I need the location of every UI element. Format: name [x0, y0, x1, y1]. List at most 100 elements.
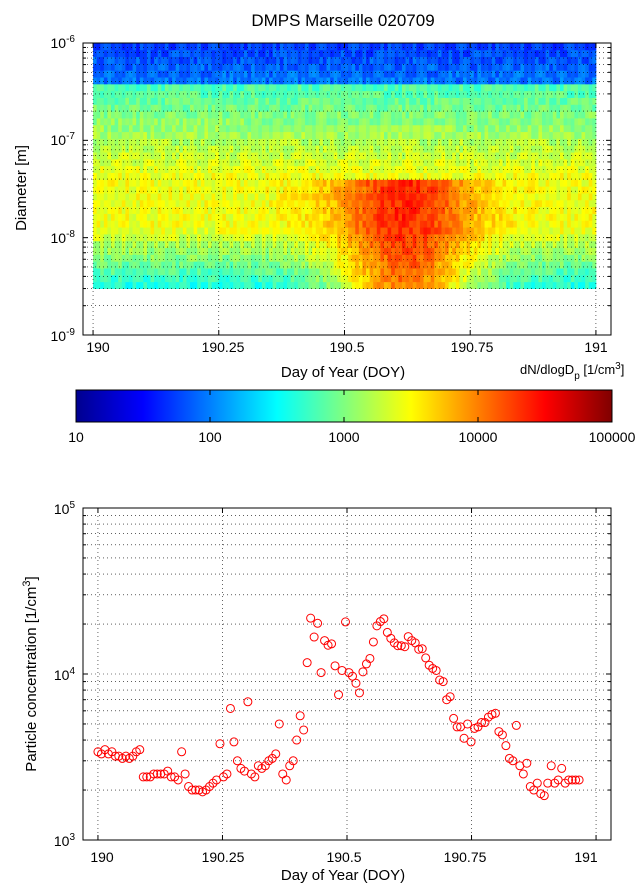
heatmap-cell	[358, 152, 363, 160]
heatmap-cell	[211, 261, 216, 269]
heatmap-cell	[383, 43, 388, 51]
heatmap-cell	[161, 63, 166, 71]
heatmap-cell	[261, 247, 266, 255]
heatmap-cell	[394, 97, 399, 105]
heatmap-cell	[118, 268, 123, 276]
heatmap-cell	[373, 193, 378, 201]
heatmap-cell	[164, 281, 169, 289]
heatmap-cell	[190, 199, 195, 208]
heatmap-cell	[118, 124, 123, 133]
heatmap-cell	[358, 56, 363, 64]
heatmap-cell	[470, 152, 475, 160]
heatmap-cell	[150, 131, 155, 139]
heatmap-cell	[394, 152, 399, 160]
heatmap-cell	[448, 165, 453, 174]
heatmap-cell	[401, 56, 406, 64]
heatmap-cell	[297, 268, 302, 276]
heatmap-cell	[358, 206, 363, 214]
heatmap-cell	[215, 49, 220, 58]
heatmap-cell	[322, 220, 327, 228]
heatmap-cell	[225, 70, 230, 78]
heatmap-cell	[107, 145, 112, 153]
heatmap-cell	[581, 104, 586, 112]
heatmap-cell	[366, 172, 371, 180]
heatmap-cell	[326, 90, 331, 98]
heatmap-cell	[552, 145, 557, 153]
heatmap-cell	[491, 199, 496, 208]
heatmap-cell	[527, 152, 532, 160]
heatmap-cell	[473, 227, 478, 235]
heatmap-cell	[283, 261, 288, 269]
heatmap-cell	[498, 206, 503, 214]
heatmap-cell	[150, 118, 155, 126]
heatmap-cell	[455, 118, 460, 126]
heatmap-cell	[265, 56, 270, 64]
heatmap-cell	[549, 158, 554, 167]
heatmap-cell	[502, 247, 507, 255]
heatmap-cell	[161, 111, 166, 119]
heatmap-cell	[247, 56, 252, 64]
heatmap-cell	[240, 43, 245, 51]
heatmap-cell	[154, 138, 159, 146]
heatmap-cell	[383, 233, 388, 242]
heatmap-cell	[419, 138, 424, 146]
heatmap-cell	[118, 49, 123, 58]
heatmap-cell	[552, 63, 557, 71]
heatmap-cell	[254, 145, 259, 153]
heatmap-cell	[225, 254, 230, 262]
heatmap-cell	[369, 281, 374, 289]
heatmap-cell	[301, 104, 306, 112]
heatmap-cell	[276, 193, 281, 201]
heatmap-cell	[269, 193, 274, 201]
heatmap-cell	[103, 227, 108, 235]
heatmap-cell	[225, 90, 230, 98]
heatmap-cell	[136, 165, 141, 174]
heatmap-cell	[340, 83, 345, 92]
heatmap-cell	[362, 268, 367, 276]
heatmap-cell	[527, 131, 532, 139]
heatmap-cell	[107, 233, 112, 242]
heatmap-cell	[315, 233, 320, 242]
heatmap-cell	[419, 186, 424, 194]
heatmap-cell	[430, 138, 435, 146]
heatmap-cell	[312, 240, 317, 249]
heatmap-cell	[150, 77, 155, 85]
heatmap-cell	[534, 165, 539, 174]
heatmap-cell	[222, 70, 227, 78]
heatmap-cell	[197, 138, 202, 146]
heatmap-cell	[423, 104, 428, 112]
heatmap-cell	[391, 247, 396, 255]
heatmap-cell	[401, 152, 406, 160]
heatmap-cell	[261, 104, 266, 112]
heatmap-cell	[146, 179, 151, 187]
heatmap-cell	[229, 179, 234, 187]
heatmap-cell	[136, 281, 141, 289]
heatmap-cell	[279, 165, 284, 174]
heatmap-cell	[351, 138, 356, 146]
heatmap-cell	[233, 118, 238, 126]
heatmap-cell	[279, 199, 284, 208]
heatmap-cell	[283, 138, 288, 146]
heatmap-cell	[326, 70, 331, 78]
heatmap-cell	[549, 199, 554, 208]
heatmap-cell	[243, 165, 248, 174]
heatmap-cell	[207, 186, 212, 194]
heatmap-cell	[240, 77, 245, 85]
heatmap-cell	[383, 186, 388, 194]
heatmap-cell	[355, 186, 360, 194]
heatmap-cell	[132, 172, 137, 180]
heatmap-cell	[455, 49, 460, 58]
heatmap-cell	[470, 124, 475, 133]
heatmap-cell	[570, 56, 575, 64]
heatmap-cell	[455, 213, 460, 221]
heatmap-cell	[588, 254, 593, 262]
heatmap-cell	[477, 193, 482, 201]
heatmap-cell	[107, 124, 112, 133]
heatmap-cell	[366, 261, 371, 269]
heatmap-cell	[190, 118, 195, 126]
heatmap-cell	[186, 131, 191, 139]
heatmap-cell	[204, 199, 209, 208]
heatmap-cell	[326, 172, 331, 180]
heatmap-cell	[531, 268, 536, 276]
heatmap-cell	[179, 254, 184, 262]
